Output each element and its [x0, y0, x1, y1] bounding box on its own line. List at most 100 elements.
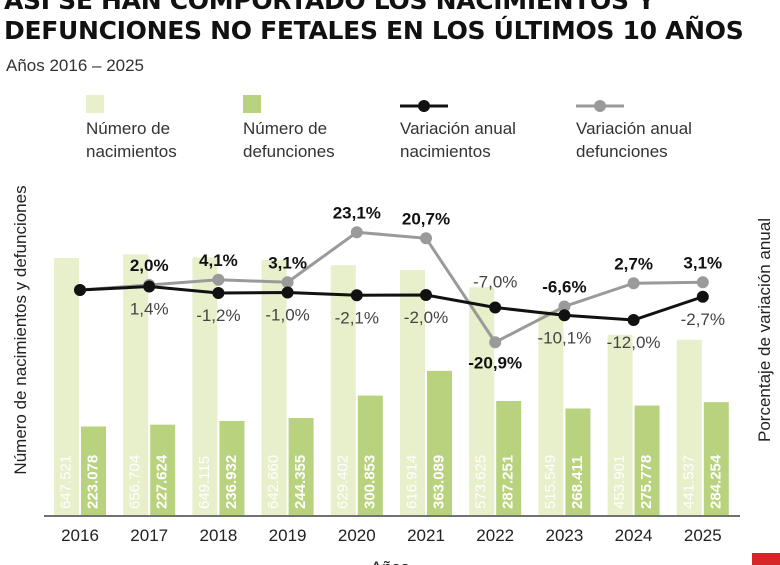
bar-deaths	[427, 370, 452, 515]
legend-label-births-variation: Variación anual	[400, 119, 516, 138]
bar-label-births: 642.660	[265, 455, 282, 509]
bar-births	[469, 287, 495, 515]
label-deaths-variation: 2,7%	[614, 254, 653, 273]
bar-label-births: 647.521	[57, 455, 74, 509]
bar-label-deaths: 244.355	[292, 455, 309, 509]
point-deaths-variation	[558, 300, 571, 313]
label-births-variation: -2,0%	[404, 308, 448, 327]
bar-label-births: 453.901	[611, 455, 628, 509]
bar-label-deaths: 287.251	[500, 455, 517, 509]
bar-births	[676, 339, 702, 515]
x-tick-label: 2022	[476, 526, 514, 545]
label-deaths-variation: 3,1%	[268, 253, 307, 272]
point-births-variation	[696, 290, 709, 303]
bar-births	[330, 265, 356, 515]
bar-label-births: 441.537	[680, 455, 697, 509]
bar-deaths	[219, 420, 245, 515]
legend-label-deaths: defunciones	[243, 142, 335, 161]
point-births-variation	[143, 280, 156, 293]
bar-deaths	[357, 395, 383, 515]
bar-label-births: 649.115	[196, 456, 213, 509]
bar-births	[192, 257, 218, 515]
legend-label-births-variation: nacimientos	[400, 142, 491, 161]
point-births-variation	[627, 314, 640, 326]
bar-label-births: 515.549	[542, 455, 559, 509]
label-births-variation: -10,1%	[537, 328, 591, 347]
bar-label-deaths: 227.624	[154, 454, 171, 509]
line-deaths-variation	[79, 230, 703, 345]
bar-deaths	[703, 402, 729, 515]
bar-label-deaths: 300.853	[361, 455, 378, 509]
label-births-variation: -2,1%	[335, 308, 379, 327]
label-births-variation: 1,4%	[130, 300, 169, 319]
legend-label-deaths-variation: Variación anual	[576, 119, 692, 138]
bar-label-births: 573.625	[473, 455, 490, 509]
label-deaths-variation: 3,1%	[683, 253, 722, 272]
bar-births	[538, 310, 564, 515]
title-line-1: ASÍ SE HAN COMPORTADO LOS NACIMIENTOS Y	[4, 0, 655, 15]
bar-label-deaths: 268.411	[569, 456, 586, 509]
point-births-variation	[420, 289, 432, 301]
bar-label-deaths: 363.089	[430, 455, 447, 509]
bar-births	[261, 259, 287, 515]
legend-label-deaths-variation: defunciones	[576, 142, 668, 161]
legend-label-deaths: Número de	[243, 119, 327, 138]
label-births-variation: -7,0%	[473, 273, 517, 292]
point-births-variation	[350, 289, 363, 302]
bar-deaths	[634, 405, 660, 515]
label-births-variation: -2,7%	[681, 310, 725, 329]
point-deaths-variation	[350, 226, 363, 239]
x-axis-title: Años	[371, 558, 410, 565]
legend-marker-deaths	[594, 100, 606, 112]
bar-births	[400, 270, 425, 515]
legend-swatch-deaths	[243, 95, 261, 113]
legend-label-births: Número de	[86, 119, 170, 138]
line-births-variation	[79, 284, 704, 322]
brand-corner-mark	[752, 553, 780, 565]
label-deaths-variation: -6,6%	[542, 278, 586, 297]
label-births-variation: -1,2%	[196, 306, 240, 325]
point-deaths-variation	[281, 276, 294, 289]
x-tick-label: 2024	[615, 526, 653, 545]
y-axis-right-title: Porcentaje de variación anual	[755, 218, 774, 442]
x-tick-label: 2019	[269, 526, 307, 545]
point-deaths-variation	[696, 276, 709, 289]
bar-births	[54, 258, 79, 515]
bar-deaths	[81, 426, 106, 515]
point-births-variation	[489, 301, 502, 314]
chart-title: ASÍ SE HAN COMPORTADO LOS NACIMIENTOS Y …	[4, 0, 774, 46]
label-deaths-variation: 4,1%	[199, 251, 238, 270]
point-births-variation	[212, 287, 225, 299]
label-deaths-variation: 20,7%	[402, 209, 450, 228]
legend-marker-births	[418, 100, 430, 112]
point-births-variation	[281, 286, 294, 299]
bar-label-births: 629.402	[334, 455, 351, 509]
point-deaths-variation	[489, 336, 502, 349]
x-tick-label: 2025	[684, 526, 722, 545]
x-tick-label: 2021	[407, 526, 445, 545]
title-line-2: DEFUNCIONES NO FETALES EN LOS ÚLTIMOS 10…	[4, 16, 744, 45]
x-tick-label: 2017	[130, 526, 168, 545]
bar-label-deaths: 236.932	[223, 455, 240, 509]
bar-deaths	[565, 408, 591, 515]
bar-deaths	[496, 400, 522, 515]
bar-deaths	[150, 424, 176, 515]
label-deaths-variation: 23,1%	[333, 203, 381, 222]
legend-label-births: nacimientos	[86, 142, 177, 161]
bar-label-deaths: 223.078	[84, 455, 101, 509]
label-deaths-variation: -20,9%	[468, 353, 522, 372]
bar-births	[123, 254, 149, 515]
label-births-variation: -12,0%	[607, 333, 661, 352]
bar-label-deaths: 275.778	[638, 455, 655, 509]
x-tick-label: 2023	[545, 526, 583, 545]
point-deaths-variation	[212, 273, 225, 286]
point-deaths-variation	[420, 232, 432, 245]
bar-label-births: 656.704	[127, 455, 144, 509]
x-tick-label: 2020	[338, 526, 376, 545]
x-tick-label: 2018	[199, 526, 237, 545]
point-births-variation	[558, 309, 571, 322]
point-births-variation	[74, 284, 86, 296]
label-deaths-variation: 2,0%	[130, 256, 169, 275]
bar-births	[607, 334, 633, 515]
